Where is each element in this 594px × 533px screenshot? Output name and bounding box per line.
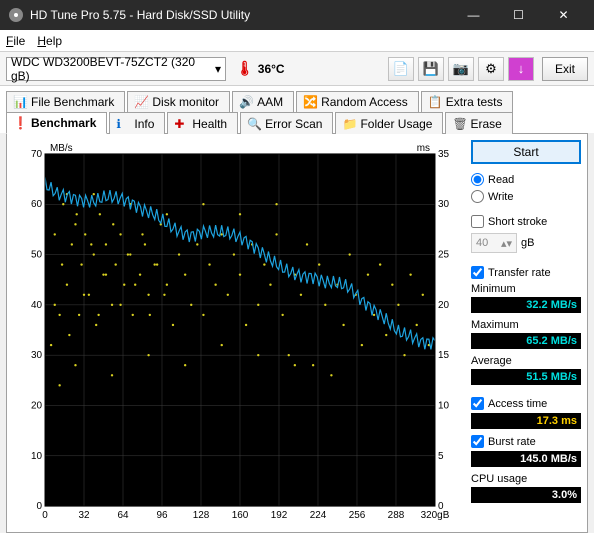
svg-text:20: 20 [31,400,43,411]
svg-text:30: 30 [31,350,43,361]
burst-rate-checkbox[interactable]: Burst rate [471,435,581,448]
svg-text:64: 64 [117,510,129,521]
temperature-display: 🌡 36°C [236,60,285,77]
maximum-value: 65.2 MB/s [471,333,581,349]
tab-icon: 📋 [428,95,442,109]
svg-text:320gB: 320gB [421,510,450,521]
tab-icon: 🗑 [452,117,466,131]
svg-text:288: 288 [388,510,405,521]
svg-text:ms: ms [417,143,430,154]
menu-help[interactable]: Help [37,34,62,48]
benchmark-chart: 0102030405060700510152025303503264961281… [13,140,465,526]
svg-text:MB/s: MB/s [50,143,73,154]
minimum-label: Minimum [471,283,581,295]
average-value: 51.5 MB/s [471,369,581,385]
svg-text:35: 35 [438,149,450,160]
average-label: Average [471,355,581,367]
tab-icon: 🔀 [303,95,317,109]
tab-icon: ℹ [116,117,130,131]
svg-text:10: 10 [438,400,450,411]
save-button[interactable]: 💾 [418,57,444,81]
svg-text:5: 5 [438,451,444,462]
svg-text:40: 40 [31,300,43,311]
tab-extra-tests[interactable]: 📋Extra tests [421,91,514,112]
svg-text:192: 192 [271,510,288,521]
gb-label: gB [521,237,534,249]
tab-folder-usage[interactable]: 📁Folder Usage [335,112,443,134]
start-button[interactable]: Start [471,140,581,164]
svg-text:224: 224 [310,510,327,521]
tab-icon: 📊 [13,95,27,109]
tab-benchmark[interactable]: ❗Benchmark [6,112,107,134]
close-button[interactable]: ✕ [541,0,586,30]
minimize-button[interactable]: — [451,0,496,30]
read-radio[interactable]: Read [471,173,581,186]
maximize-button[interactable]: ☐ [496,0,541,30]
refresh-button[interactable]: ↓ [508,57,534,81]
drive-selector[interactable]: WDC WD3200BEVT-75ZCT2 (320 gB) ▾ [6,57,226,81]
svg-text:30: 30 [438,199,450,210]
short-stroke-checkbox[interactable]: Short stroke [471,215,581,228]
access-time-checkbox[interactable]: Access time [471,397,581,410]
chevron-down-icon: ▾ [215,62,221,76]
svg-text:160: 160 [232,510,249,521]
svg-text:10: 10 [31,451,43,462]
content-panel: 0102030405060700510152025303503264961281… [6,133,588,533]
titlebar: HD Tune Pro 5.75 - Hard Disk/SSD Utility… [0,0,594,30]
menu-file[interactable]: File [6,34,25,48]
options-button[interactable]: ⚙ [478,57,504,81]
tab-error-scan[interactable]: 🔍Error Scan [240,112,333,134]
tab-disk-monitor[interactable]: 📈Disk monitor [127,91,230,112]
svg-text:25: 25 [438,250,450,261]
tab-erase[interactable]: 🗑Erase [445,112,512,134]
svg-text:0: 0 [42,510,48,521]
app-icon [8,7,24,23]
burst-rate-value: 145.0 MB/s [471,451,581,467]
thermometer-icon: 🌡 [236,60,254,77]
temperature-value: 36°C [258,62,285,76]
svg-text:70: 70 [31,149,43,160]
tab-icon: 🔍 [247,117,261,131]
tab-icon: 📈 [134,95,148,109]
results-sidebar: Start Read Write Short stroke 40▴▾ gB Tr… [471,140,581,526]
tab-health[interactable]: ✚Health [167,112,238,134]
tab-container: 📊File Benchmark📈Disk monitor🔊AAM🔀Random … [0,86,594,133]
access-time-value: 17.3 ms [471,413,581,429]
exit-button[interactable]: Exit [542,57,588,81]
tab-file-benchmark[interactable]: 📊File Benchmark [6,91,125,112]
tab-icon: 📁 [342,117,356,131]
tab-aam[interactable]: 🔊AAM [232,91,294,112]
cpu-usage-label: CPU usage [471,473,581,485]
tab-icon: ✚ [174,117,188,131]
tab-info[interactable]: ℹInfo [109,112,165,134]
svg-text:96: 96 [156,510,168,521]
svg-text:50: 50 [31,250,43,261]
svg-text:128: 128 [193,510,210,521]
toolbar: WDC WD3200BEVT-75ZCT2 (320 gB) ▾ 🌡 36°C … [0,52,594,86]
svg-text:60: 60 [31,199,43,210]
svg-text:32: 32 [78,510,90,521]
window-title: HD Tune Pro 5.75 - Hard Disk/SSD Utility [30,8,451,22]
write-radio[interactable]: Write [471,190,581,203]
menubar: File Help [0,30,594,52]
transfer-rate-checkbox[interactable]: Transfer rate [471,266,581,279]
copy-text-button[interactable]: 📄 [388,57,414,81]
tab-icon: ❗ [13,116,27,130]
tab-random-access[interactable]: 🔀Random Access [296,91,419,112]
tab-icon: 🔊 [239,95,253,109]
svg-text:15: 15 [438,350,450,361]
cpu-usage-value: 3.0% [471,487,581,503]
svg-text:20: 20 [438,300,450,311]
short-stroke-input: 40▴▾ [471,233,517,253]
svg-text:256: 256 [349,510,366,521]
maximum-label: Maximum [471,319,581,331]
minimum-value: 32.2 MB/s [471,297,581,313]
drive-label: WDC WD3200BEVT-75ZCT2 (320 gB) [11,55,215,83]
screenshot-button[interactable]: 📷 [448,57,474,81]
